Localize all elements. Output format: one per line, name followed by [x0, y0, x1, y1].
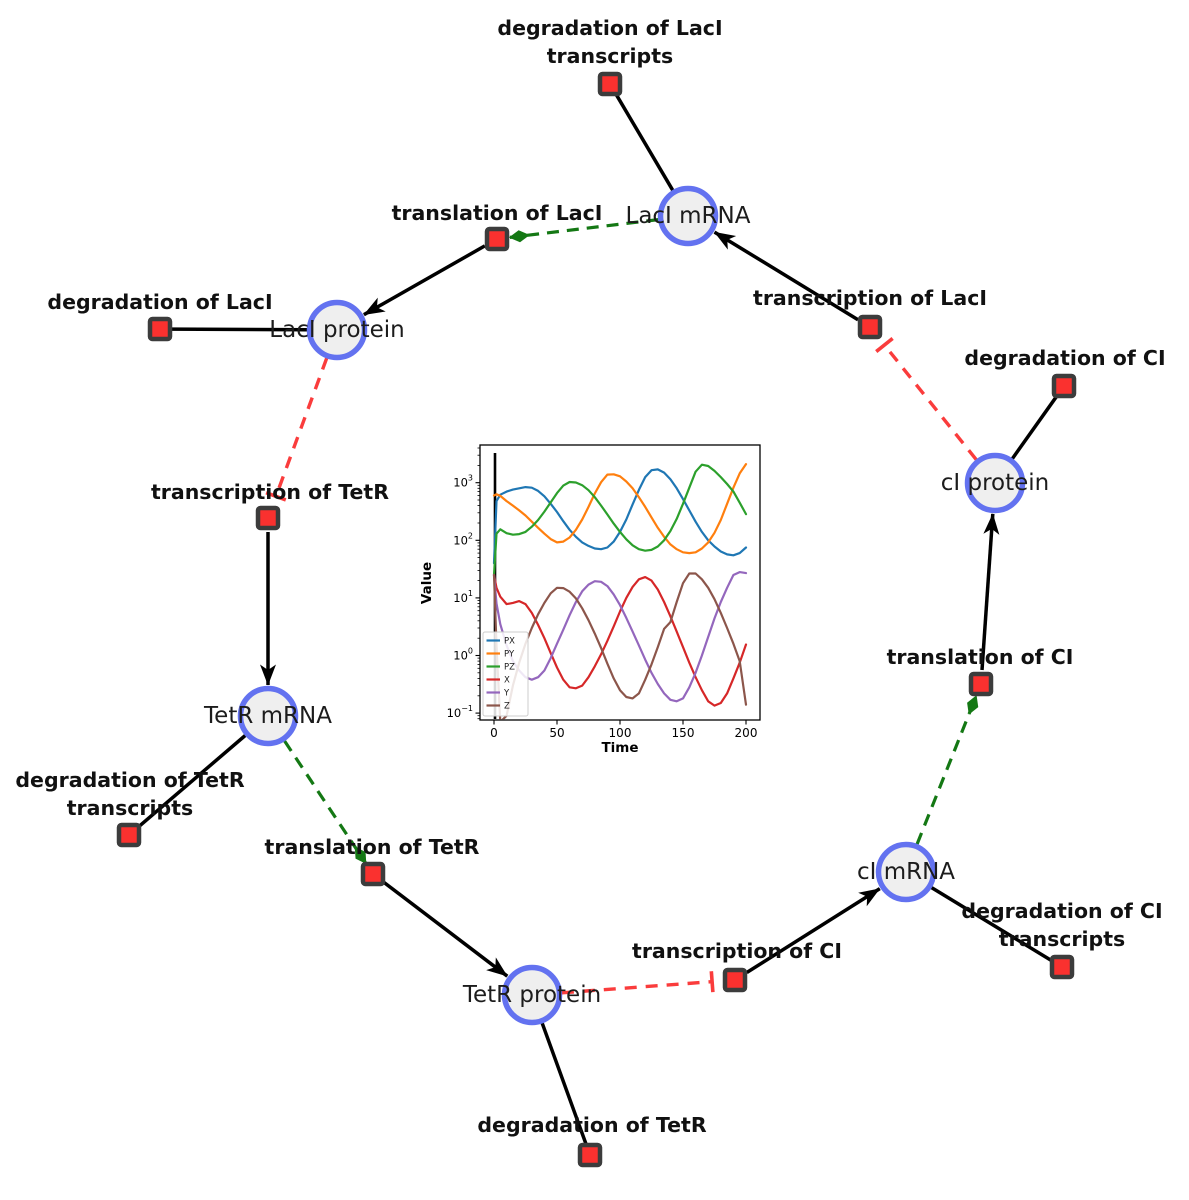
legend-entry-PY: PY	[504, 650, 515, 660]
series-line-Y	[492, 571, 748, 703]
edge-reactant-ci_protein-deg_ci	[1010, 394, 1059, 460]
species-label-tetr_mrna: TetR mRNA	[203, 703, 332, 729]
reaction-node-deg_ci	[1051, 373, 1077, 399]
reaction-node-tl_tetr	[360, 861, 386, 887]
edge-inhibition-ci_protein-tx_laci	[875, 337, 978, 461]
reaction-label-deg_tetr_tx: degradation of TetR	[15, 768, 244, 792]
reaction-label-tl_tetr: translation of TetR	[265, 835, 480, 859]
series-line-Z	[492, 572, 748, 720]
legend-entry-PX: PX	[504, 637, 515, 647]
reaction-label-tl_laci: translation of LacI	[392, 201, 603, 225]
reaction-node-tx_tetr	[255, 505, 281, 531]
series-line-X	[492, 573, 748, 707]
species-layer	[237, 185, 1026, 1026]
species-label-tetr_protein: TetR protein	[462, 982, 601, 1008]
edge-layer	[136, 93, 1059, 1145]
edge-product-tl_tetr-tetr_protein	[383, 881, 509, 978]
species-node-tetr_protein	[501, 964, 563, 1026]
reaction-label-tx_tetr: transcription of TetR	[151, 480, 389, 504]
x-tick-label: 150	[672, 726, 695, 740]
edge-product-tx_ci-ci_mrna	[745, 887, 881, 974]
reaction-label-tx_laci: transcription of LacI	[753, 286, 987, 310]
reaction-label-deg_tetr_tx: transcripts	[67, 796, 194, 820]
species-label-laci_protein: LacI protein	[269, 317, 404, 343]
x-axis-title: Time	[601, 740, 638, 756]
edge-reactant-tetr_mrna-deg_tetr_tx	[136, 734, 247, 829]
x-tick-label: 200	[735, 726, 758, 740]
reaction-label-deg_ci_tx: degradation of CI	[961, 899, 1162, 923]
edge-product-tl_ci-ci_protein	[980, 513, 1000, 671]
x-tick-label: 0	[490, 726, 498, 740]
reaction-label-deg_laci_tx: transcripts	[547, 44, 674, 68]
reaction-label-deg_laci: degradation of LacI	[47, 290, 272, 314]
y-tick-label: 101	[453, 589, 473, 605]
edge-modifier-tetr_mrna-tl_tetr	[283, 740, 368, 865]
y-tick-label: 10−1	[447, 704, 473, 720]
reaction-node-tx_laci	[857, 314, 883, 340]
reaction-label-tx_ci: transcription of CI	[632, 939, 842, 963]
species-node-laci_protein	[306, 299, 368, 361]
x-tick-label: 100	[609, 726, 632, 740]
species-label-ci_mrna: cI mRNA	[857, 859, 955, 885]
reaction-label-tl_ci: translation of CI	[887, 645, 1074, 669]
series-group	[492, 453, 748, 720]
y-tick-label: 100	[453, 647, 473, 663]
edge-modifier-laci_mrna-tl_laci	[508, 218, 659, 243]
reaction-label-deg_laci_tx: degradation of LacI	[497, 16, 722, 40]
edge-reactant-tetr_protein-deg_tetr	[540, 1022, 588, 1145]
reaction-label-deg_tetr: degradation of TetR	[477, 1113, 706, 1137]
legend-entry-PZ: PZ	[504, 663, 515, 673]
y-axis-title: Value	[419, 562, 435, 604]
edge-inhibition-laci_protein-tx_tetr	[265, 357, 329, 502]
species-node-tetr_mrna	[237, 685, 299, 747]
series-line-PZ	[492, 463, 748, 577]
legend-entry-Z: Z	[504, 702, 510, 712]
edge-product-tx_laci-laci_mrna	[713, 230, 859, 322]
series-line-PX	[492, 468, 748, 565]
chart-legend: PX PY PZ XYZ	[482, 631, 529, 717]
edge-product-tl_laci-laci_protein	[363, 244, 486, 317]
edge-reactant-laci_protein-deg_laci	[171, 327, 308, 332]
y-tick-label: 103	[453, 474, 473, 490]
reaction-label-deg_ci: degradation of CI	[964, 346, 1165, 370]
edge-reactant-ci_mrna-deg_ci_tx	[930, 886, 1053, 963]
reaction-node-deg_tetr_tx	[116, 822, 142, 848]
edge-modifier-ci_mrna-tl_ci	[915, 695, 979, 845]
species-node-ci_protein	[964, 452, 1026, 514]
reaction-node-deg_tetr	[577, 1142, 603, 1168]
label-layer: degradation of LacI transcripts translatio…	[15, 16, 1165, 1137]
species-node-ci_mrna	[875, 841, 937, 903]
series-line-PY	[492, 463, 748, 555]
species-label-laci_mrna: LacI mRNA	[626, 203, 751, 229]
species-label-ci_protein: cI protein	[941, 470, 1050, 496]
reaction-node-tl_laci	[484, 226, 510, 252]
edge-inhibition-tetr_protein-tx_ci	[561, 971, 715, 995]
edge-reactant-laci_mrna-deg_laci_tx	[614, 93, 675, 192]
species-node-laci_mrna	[657, 185, 719, 247]
reaction-layer	[116, 71, 1077, 1168]
legend-entry-X: X	[504, 676, 510, 686]
x-tick-label: 50	[549, 726, 564, 740]
reaction-node-deg_ci_tx	[1049, 954, 1075, 980]
reaction-node-tx_ci	[722, 967, 748, 993]
y-tick-label: 102	[453, 531, 473, 547]
legend-entry-Y: Y	[503, 689, 510, 699]
reaction-node-deg_laci_tx	[597, 71, 623, 97]
reaction-label-deg_ci_tx: transcripts	[999, 927, 1126, 951]
reaction-node-tl_ci	[968, 671, 994, 697]
reaction-node-deg_laci	[147, 316, 173, 342]
